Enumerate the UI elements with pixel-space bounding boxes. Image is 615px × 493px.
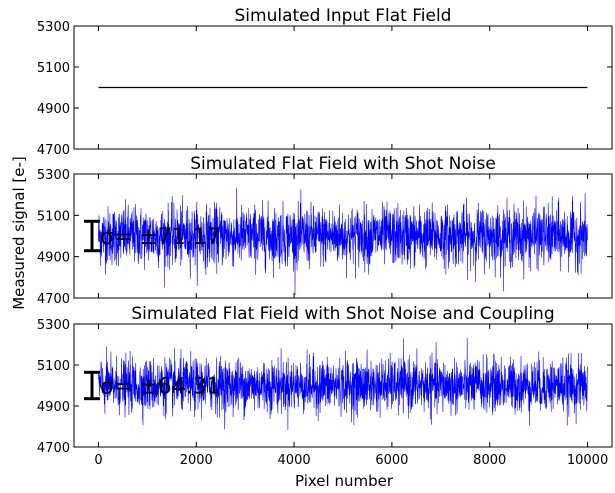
x-tick-label: 10000 bbox=[567, 453, 608, 468]
y-tick-label: 4900 bbox=[37, 102, 70, 117]
y-axis-label: Measured signal [e-] bbox=[10, 156, 28, 310]
y-tick-label: 5100 bbox=[37, 209, 70, 224]
sigma-label: σ= ±71.17 bbox=[100, 225, 221, 250]
x-tick-label: 8000 bbox=[473, 453, 506, 468]
y-tick-label: 5300 bbox=[37, 318, 70, 333]
panel-title: Simulated Input Flat Field bbox=[235, 6, 452, 26]
y-tick-label: 4900 bbox=[37, 251, 70, 266]
panel-title: Simulated Flat Field with Shot Noise bbox=[190, 154, 496, 174]
y-tick-label: 4700 bbox=[37, 441, 70, 456]
panel-3: σ= ±64.31 4700 4900 5100 5300 0 2000 4000 6000 80… bbox=[37, 304, 612, 468]
y-tick-label: 5300 bbox=[37, 168, 70, 183]
y-tick-label: 5100 bbox=[37, 359, 70, 374]
y-tick-label: 4700 bbox=[37, 143, 70, 158]
x-tick-label: 6000 bbox=[375, 453, 408, 468]
y-tick-label: 4700 bbox=[37, 292, 70, 307]
y-tick-label: 5100 bbox=[37, 61, 70, 76]
y-tick-label: 5300 bbox=[37, 20, 70, 35]
panel-1: 4700 4900 5100 5300 Simulated Input Flat Fie… bbox=[37, 6, 612, 158]
panel-title: Simulated Flat Field with Shot Noise and… bbox=[131, 304, 554, 324]
y-tick-label: 4900 bbox=[37, 400, 70, 415]
x-tick-label: 0 bbox=[94, 453, 102, 468]
x-tick-label: 4000 bbox=[278, 453, 311, 468]
x-tick-label: 2000 bbox=[180, 453, 213, 468]
x-axis-label: Pixel number bbox=[295, 472, 394, 490]
sigma-label: σ= ±64.31 bbox=[100, 375, 221, 400]
panel-2: σ= ±71.17 4700 4900 5100 5300 Simulated Flat … bbox=[37, 154, 612, 307]
